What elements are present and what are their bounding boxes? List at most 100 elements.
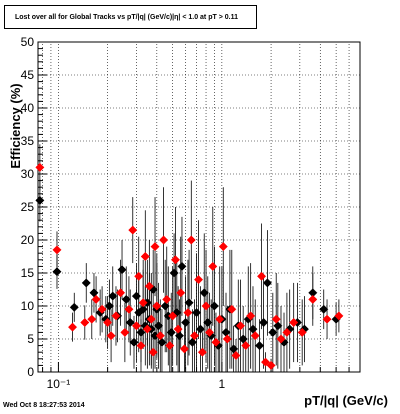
y-tick-label: 20 <box>21 233 35 247</box>
data-point-black <box>203 317 213 328</box>
data-point-black <box>191 308 202 318</box>
data-point-red <box>193 275 204 285</box>
data-point-red <box>297 327 307 337</box>
data-point-red <box>250 331 260 341</box>
data-point-black <box>209 301 219 311</box>
data-point-red <box>35 162 45 172</box>
chart-title-box: Lost over all for Global Tracks vs pT/|q… <box>4 5 257 29</box>
error-bar-layer <box>39 144 340 372</box>
data-point-red <box>257 271 267 281</box>
data-point-red <box>183 308 193 318</box>
data-point-black <box>131 291 141 301</box>
data-point-red <box>271 314 281 324</box>
data-point-red <box>204 327 215 337</box>
x-axis-label: pT/|q| (GeV/c) <box>304 393 388 408</box>
data-point-red <box>179 344 189 354</box>
data-point-black <box>181 317 191 328</box>
data-point-black <box>184 298 194 308</box>
data-point-red <box>80 317 90 328</box>
data-point-black <box>117 265 127 275</box>
data-point-red <box>246 311 256 321</box>
y-axis-label: Efficiency (%) <box>8 83 23 168</box>
data-point-red <box>136 341 146 351</box>
data-point-red <box>308 294 318 304</box>
data-point-red <box>215 314 225 324</box>
data-point-red <box>235 321 246 331</box>
footer-timestamp: Wed Oct 8 18:27:53 2014 <box>3 402 85 409</box>
data-point-black <box>121 294 131 304</box>
y-tick-label: 15 <box>21 266 35 280</box>
data-point-black <box>254 341 265 351</box>
data-point-red <box>276 334 286 344</box>
data-point-red <box>116 288 126 298</box>
tick-layer <box>38 41 361 373</box>
data-point-black <box>248 324 258 334</box>
data-point-red <box>282 327 292 337</box>
data-point-red <box>152 301 162 311</box>
data-point-black <box>221 327 231 337</box>
data-point-red <box>165 341 175 351</box>
data-point-black <box>138 304 148 314</box>
data-point-red <box>142 324 152 334</box>
data-point-black <box>259 317 269 328</box>
data-point-red <box>197 347 207 357</box>
data-point-red <box>106 331 116 341</box>
data-point-red <box>128 225 138 235</box>
data-point-red <box>162 294 172 304</box>
data-point-black <box>238 334 248 344</box>
data-point-red <box>134 271 144 281</box>
data-point-black <box>129 337 139 347</box>
data-point-black <box>52 267 62 277</box>
data-point-black <box>229 344 239 354</box>
data-point-black <box>166 327 176 337</box>
data-point-red <box>208 261 218 271</box>
data-point-red <box>334 311 344 321</box>
data-point-red <box>227 304 237 314</box>
data-point-black <box>319 304 329 314</box>
data-point-red <box>140 251 150 262</box>
data-point-red <box>131 321 141 331</box>
data-point-red <box>155 331 165 341</box>
data-point-red <box>231 350 241 361</box>
data-point-red <box>144 281 154 291</box>
y-tick-label: 50 <box>21 35 35 49</box>
data-point-red <box>218 242 228 252</box>
data-point-black <box>273 321 283 331</box>
data-point-black <box>169 268 179 278</box>
data-point-red <box>91 294 101 304</box>
data-point-red <box>222 334 232 344</box>
data-point-red <box>322 314 332 324</box>
data-point-red <box>211 337 221 347</box>
data-point-red <box>186 235 196 245</box>
data-point-red <box>176 288 186 298</box>
tick-label-layer: 0 5 10 15 20 25 30 35 40 45 50 10⁻¹ 1 <box>21 35 226 391</box>
data-point-black <box>81 278 91 288</box>
data-point-black <box>136 327 146 337</box>
data-point-black <box>177 261 187 271</box>
y-tick-label: 45 <box>21 68 35 82</box>
data-point-black <box>157 337 167 347</box>
data-point-black <box>160 301 170 311</box>
data-point-red <box>124 304 134 314</box>
y-tick-label: 40 <box>21 101 35 115</box>
y-tick-label: 5 <box>27 332 34 346</box>
x-tick-label: 1 <box>219 377 226 391</box>
data-point-red <box>111 311 121 321</box>
data-point-red <box>67 322 78 332</box>
chart-title: Lost over all for Global Tracks vs pT/|q… <box>15 14 238 21</box>
y-tick-label: 35 <box>21 134 35 148</box>
data-point-red <box>266 360 276 370</box>
marker-layer <box>35 162 344 370</box>
data-point-black <box>104 301 114 311</box>
data-point-black <box>195 324 206 334</box>
data-point-red <box>148 347 158 357</box>
data-point-red <box>146 314 156 324</box>
data-point-black <box>262 278 272 288</box>
data-point-red <box>170 255 181 265</box>
data-point-red <box>168 311 178 321</box>
y-tick-label: 30 <box>21 167 35 181</box>
data-point-red <box>241 341 251 351</box>
data-point-red <box>138 298 148 308</box>
